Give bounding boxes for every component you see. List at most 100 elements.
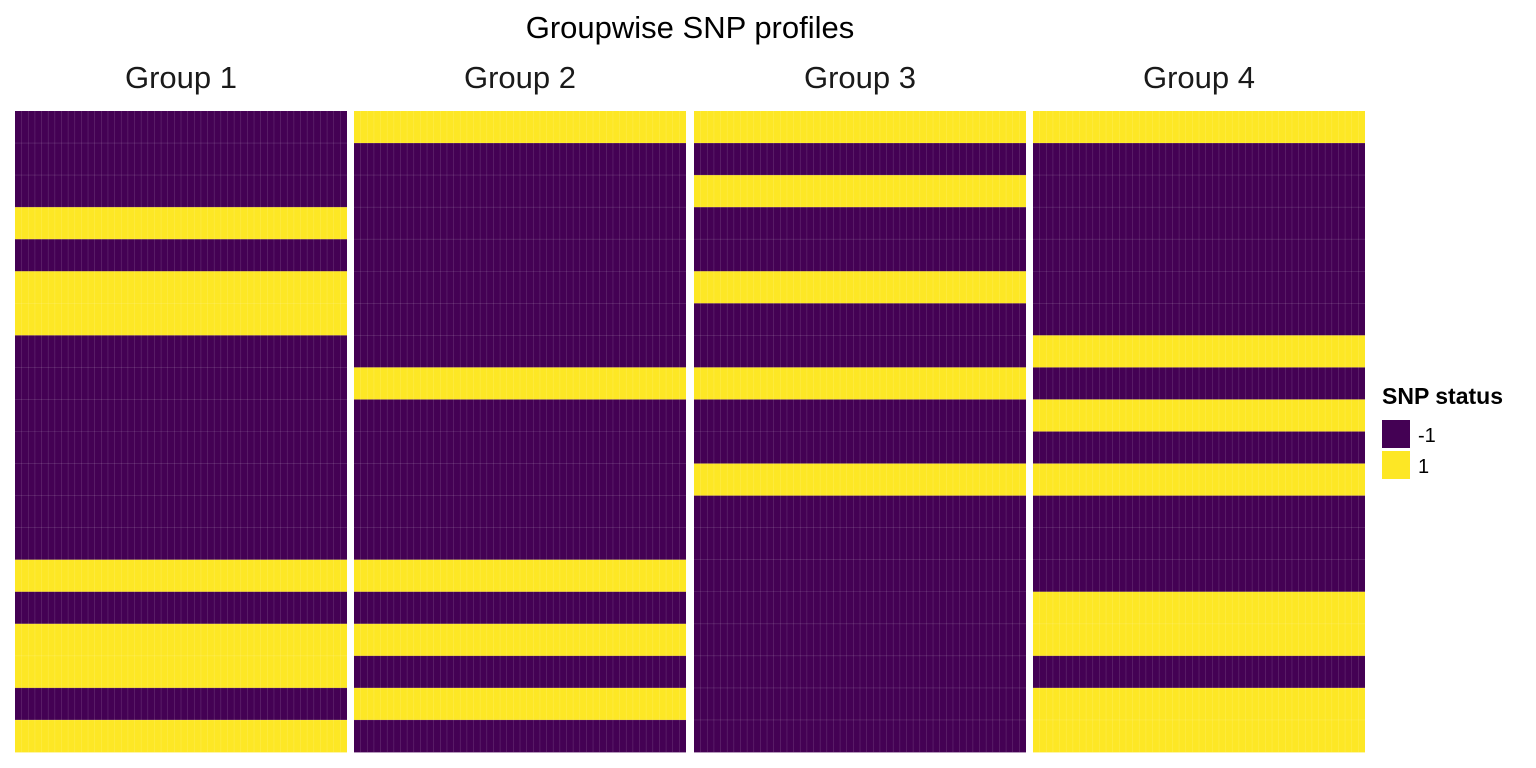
legend-key-neg1 bbox=[1382, 420, 1410, 448]
heatmap-row-band bbox=[1033, 111, 1365, 144]
heatmap-row-band bbox=[15, 367, 347, 400]
heatmap-row-band bbox=[15, 207, 347, 240]
heatmap-row-band bbox=[1033, 367, 1365, 400]
heatmap-row-band bbox=[1033, 303, 1365, 336]
heatmap-row-band bbox=[15, 623, 347, 657]
heatmap-row-band bbox=[694, 431, 1026, 464]
heatmap-row-band bbox=[694, 207, 1026, 240]
heatmap-row-band bbox=[694, 719, 1026, 753]
heatmap-row-band bbox=[1033, 271, 1365, 304]
heatmap-row-band bbox=[694, 367, 1026, 400]
heatmap-row-band bbox=[354, 431, 686, 464]
heatmap-row-band bbox=[694, 559, 1026, 593]
heatmap-row-band bbox=[694, 175, 1026, 208]
heatmap-row-band bbox=[1033, 175, 1365, 208]
heatmap-row-band bbox=[354, 399, 686, 432]
facet-label: Group 3 bbox=[804, 60, 916, 95]
heatmap-row-band bbox=[15, 143, 347, 176]
facet-panel-group-3: Group 3 bbox=[694, 60, 1026, 753]
heatmap-row-band bbox=[15, 687, 347, 721]
heatmap-row-band bbox=[354, 143, 686, 176]
heatmap-row-band bbox=[694, 591, 1026, 625]
heatmap-row-band bbox=[354, 367, 686, 400]
heatmap-row-band bbox=[1033, 143, 1365, 176]
heatmap-row-band bbox=[354, 303, 686, 336]
heatmap-row-band bbox=[15, 335, 347, 368]
heatmap-row-band bbox=[354, 111, 686, 144]
heatmap-row-band bbox=[1033, 463, 1365, 496]
cell-grid-lines bbox=[694, 111, 1026, 752]
facet-panel-group-2: Group 2 bbox=[354, 60, 686, 753]
heatmap-row-band bbox=[15, 399, 347, 432]
heatmap-row-band bbox=[15, 271, 347, 304]
heatmap-row-band bbox=[15, 175, 347, 208]
legend-key-pos1 bbox=[1382, 451, 1410, 479]
legend-label-neg1: -1 bbox=[1418, 425, 1436, 447]
heatmap-row-band bbox=[694, 271, 1026, 304]
heatmap-row-band bbox=[15, 303, 347, 336]
heatmap-row-band bbox=[1033, 495, 1365, 529]
heatmap-row-band bbox=[1033, 527, 1365, 561]
facet-panels: Group 1 Group 2 Group 3 Group 4 bbox=[15, 60, 1365, 753]
heatmap-row-band bbox=[1033, 207, 1365, 240]
heatmap-row-band bbox=[354, 623, 686, 657]
heatmap-row-band bbox=[1033, 623, 1365, 657]
heatmap-row-band bbox=[15, 591, 347, 625]
heatmap-row-band bbox=[694, 623, 1026, 657]
heatmap-row-band bbox=[354, 335, 686, 368]
heatmap-row-band bbox=[694, 687, 1026, 721]
heatmap-row-band bbox=[354, 655, 686, 689]
legend: SNP status -1 1 bbox=[1382, 383, 1503, 479]
legend-label-pos1: 1 bbox=[1418, 456, 1429, 478]
heatmap-row-band bbox=[694, 335, 1026, 368]
heatmap-row-band bbox=[354, 719, 686, 753]
facet-label: Group 4 bbox=[1143, 60, 1255, 95]
heatmap-row-band bbox=[1033, 239, 1365, 272]
heatmap-row-band bbox=[694, 527, 1026, 561]
heatmap-row-band bbox=[354, 463, 686, 496]
heatmap-row-band bbox=[354, 271, 686, 304]
heatmap-row-band bbox=[694, 495, 1026, 529]
heatmap-row-band bbox=[1033, 559, 1365, 593]
chart-title: Groupwise SNP profiles bbox=[526, 10, 855, 45]
heatmap-row-band bbox=[15, 239, 347, 272]
heatmap-row-band bbox=[694, 399, 1026, 432]
heatmap-row-band bbox=[15, 719, 347, 753]
heatmap-row-band bbox=[354, 207, 686, 240]
heatmap-row-band bbox=[354, 175, 686, 208]
heatmap-row-band bbox=[15, 495, 347, 529]
heatmap-row-band bbox=[694, 303, 1026, 336]
heatmap-row-band bbox=[1033, 719, 1365, 753]
heatmap-row-band bbox=[694, 143, 1026, 176]
heatmap-row-band bbox=[15, 111, 347, 144]
cell-grid-lines bbox=[1033, 111, 1365, 752]
heatmap-row-band bbox=[694, 463, 1026, 496]
heatmap-row-band bbox=[354, 527, 686, 561]
heatmap-row-band bbox=[1033, 335, 1365, 368]
heatmap-row-band bbox=[15, 527, 347, 561]
heatmap-row-band bbox=[354, 239, 686, 272]
heatmap-row-band bbox=[15, 655, 347, 689]
heatmap-row-band bbox=[1033, 655, 1365, 689]
cell-grid-lines bbox=[354, 111, 686, 752]
heatmap-row-band bbox=[15, 431, 347, 464]
heatmap-row-band bbox=[354, 559, 686, 593]
heatmap-row-band bbox=[15, 463, 347, 496]
facet-panel-group-1: Group 1 bbox=[15, 60, 347, 753]
legend-title: SNP status bbox=[1382, 383, 1503, 409]
heatmap-row-band bbox=[694, 655, 1026, 689]
heatmap-row-band bbox=[354, 591, 686, 625]
heatmap-row-band bbox=[694, 111, 1026, 144]
facet-panel-group-4: Group 4 bbox=[1033, 60, 1365, 753]
heatmap-row-band bbox=[354, 687, 686, 721]
heatmap-row-band bbox=[1033, 431, 1365, 464]
facet-label: Group 2 bbox=[464, 60, 576, 95]
cell-grid-lines bbox=[15, 111, 347, 752]
heatmap-row-band bbox=[694, 239, 1026, 272]
facet-label: Group 1 bbox=[125, 60, 237, 95]
heatmap-row-band bbox=[354, 495, 686, 529]
heatmap-row-band bbox=[1033, 399, 1365, 432]
heatmap-row-band bbox=[1033, 687, 1365, 721]
heatmap-row-band bbox=[15, 559, 347, 593]
